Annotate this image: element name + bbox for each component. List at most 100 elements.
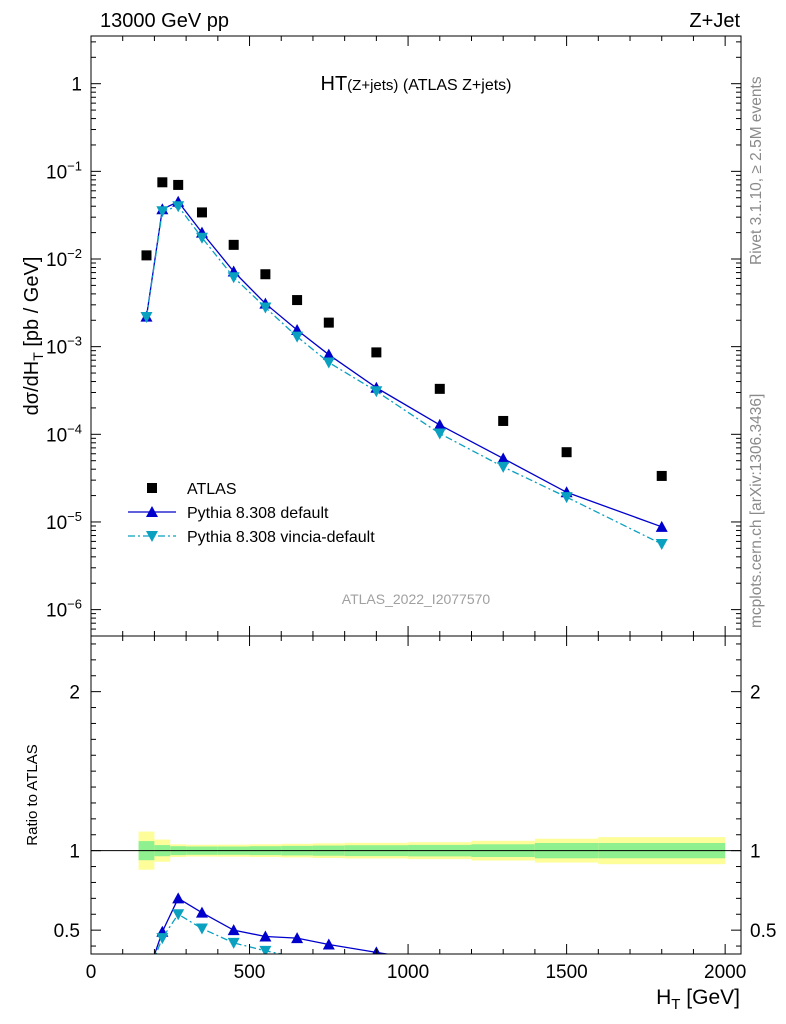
legend-label: ATLAS — [187, 481, 237, 498]
ratio-pythia-vincia-point — [227, 937, 240, 949]
plot-title-main: HT — [321, 73, 348, 95]
y-tick-label: 10−1 — [46, 158, 82, 183]
pythia-vincia-point — [259, 302, 272, 314]
main-frame — [90, 35, 742, 637]
main-series-group — [140, 177, 668, 551]
atlas-point — [141, 250, 152, 261]
ratio-y-tick-label: 1 — [69, 842, 80, 863]
legend-marker — [146, 531, 158, 542]
legend-item-pythia-vincia: Pythia 8.308 vincia-default — [128, 529, 375, 546]
pythia-vincia-point — [560, 492, 573, 504]
legend-item-pythia-default: Pythia 8.308 default — [128, 505, 329, 522]
ratio-y-tick-labels: 0.5 0.5 1 1 2 2 — [54, 683, 777, 943]
y-tick-label: 10−4 — [46, 421, 82, 446]
plot-title-rest: (ATLAS Z+jets) — [398, 77, 511, 94]
pythia-vincia-point — [322, 357, 335, 369]
pythia-default-point — [433, 418, 446, 430]
ratio-axis-ticks — [90, 636, 741, 954]
pythia-vincia-point — [172, 201, 185, 213]
atlas-point — [228, 239, 239, 250]
ratio-pythia-default-point — [322, 938, 335, 950]
xlabel-sub: T — [671, 996, 680, 1013]
pythia-vincia-point — [291, 331, 304, 343]
ratio-pythia-default-point — [195, 906, 208, 918]
main-axis-ticks — [90, 36, 741, 637]
process-label: Z+Jet — [689, 10, 740, 32]
x-tick-label: 0 — [86, 962, 97, 983]
pythia-vincia-point — [140, 311, 153, 323]
ratio-pythia-vincia-point — [172, 909, 185, 921]
atlas-point — [323, 317, 334, 328]
main-y-tick-labels: 1 10−1 10−2 10−3 10−4 10−5 10−6 — [46, 75, 82, 622]
y-tick-label: 10−6 — [46, 597, 82, 622]
ratio-pythia-vincia-point — [156, 933, 169, 945]
ratio-y-tick-label: 0.5 — [54, 921, 80, 942]
x-axis-label: HT [GeV] — [656, 986, 740, 1013]
xlabel-main: H — [656, 986, 671, 1009]
ratio-series-group — [154, 892, 392, 954]
y-tick-label: 10−5 — [46, 509, 82, 534]
atlas-point — [561, 447, 572, 458]
atlas-point — [434, 383, 445, 394]
y-tick-label: 1 — [71, 75, 82, 96]
pythia-vincia-point — [227, 272, 240, 284]
pythia-vincia-point — [156, 206, 169, 218]
legend-label: Pythia 8.308 vincia-default — [187, 529, 375, 546]
main-y-axis-label: dσ/dHT [pb / GeV] — [21, 257, 46, 416]
atlas-point — [260, 269, 271, 280]
ratio-pythia-default-point — [172, 892, 185, 904]
main-panel: 1 10−1 10−2 10−3 10−4 10−5 10−6 HT(Z+jets) (AT… — [21, 35, 742, 637]
pythia-default-point — [322, 348, 335, 360]
x-tick-label: 1500 — [545, 962, 587, 983]
rivet-version-label: Rivet 3.1.10, ≥ 2.5M events — [748, 76, 765, 265]
xlabel-unit: [GeV] — [680, 986, 740, 1009]
legend-marker — [147, 483, 157, 493]
y-tick-label: 10−3 — [46, 334, 82, 359]
ratio-y-tick-label-right: 2 — [750, 683, 761, 704]
ratio-pythia-vincia-point — [259, 945, 272, 954]
main-ylabel-unit: [pb / GeV] — [21, 257, 43, 353]
ratio-panel: 0.5 0.5 1 1 2 2 0 500 1000 1500 2000 Ratio to ATL… — [24, 635, 777, 1013]
atlas-point — [292, 295, 303, 306]
ratio-y-tick-label: 2 — [69, 683, 80, 704]
ratio-pythia-default-line — [154, 897, 392, 954]
legend-marker — [146, 506, 158, 517]
pythia-default-point — [497, 452, 510, 464]
main-ylabel-main: dσ/dH — [21, 361, 43, 416]
atlas-point — [157, 177, 168, 188]
plot-title: HT(Z+jets) (ATLAS Z+jets) — [321, 73, 512, 95]
ratio-y-axis-label: Ratio to ATLAS — [24, 744, 41, 845]
legend: ATLAS Pythia 8.308 default Pythia 8.308 vi… — [128, 481, 375, 546]
ratio-pythia-default-point — [227, 924, 240, 936]
atlas-point — [173, 179, 184, 190]
plot-title-sub: (Z+jets) — [347, 77, 398, 94]
legend-item-atlas: ATLAS — [147, 481, 237, 498]
mcplots-label: mcplots.cern.ch [arXiv:1306.3436] — [748, 394, 765, 628]
ratio-pythia-default-point — [291, 932, 304, 944]
x-tick-label: 1000 — [387, 962, 429, 983]
atlas-point — [371, 347, 382, 358]
ratio-y-tick-label-right: 1 — [750, 842, 761, 863]
atlas-point — [196, 207, 207, 218]
ratio-pythia-vincia-point — [195, 923, 208, 935]
pythia-default-line — [145, 200, 662, 528]
atlas-point — [498, 415, 509, 426]
pythia-vincia-point — [195, 232, 208, 244]
x-tick-label: 500 — [234, 962, 266, 983]
pythia-vincia-point — [497, 461, 510, 473]
y-tick-label: 10−2 — [46, 246, 82, 271]
pythia-vincia-point — [655, 539, 668, 551]
legend-label: Pythia 8.308 default — [187, 505, 329, 522]
main-ylabel-sub: T — [30, 352, 46, 361]
ratio-pythia-default-point — [259, 930, 272, 942]
energy-label: 13000 GeV pp — [100, 10, 229, 32]
pythia-vincia-point — [370, 386, 383, 398]
pythia-vincia-point — [433, 428, 446, 440]
x-tick-label: 2000 — [704, 962, 746, 983]
analysis-watermark: ATLAS_2022_I2077570 — [342, 591, 491, 607]
ratio-y-tick-label-right: 0.5 — [750, 921, 776, 942]
ratio-frame — [90, 635, 742, 955]
atlas-point — [656, 470, 667, 481]
x-tick-labels: 0 500 1000 1500 2000 — [86, 962, 747, 983]
